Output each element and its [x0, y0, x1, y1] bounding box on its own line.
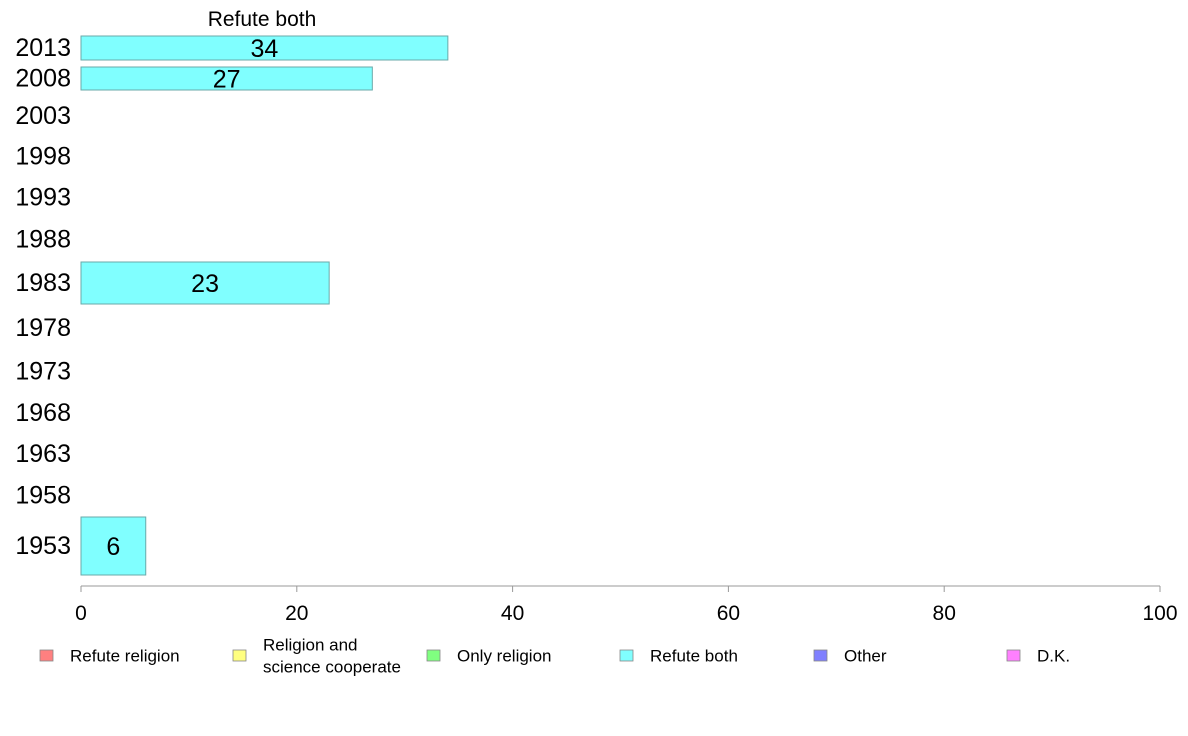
legend-label: Refute religion	[70, 647, 180, 666]
legend-swatch	[232, 649, 247, 662]
x-tick-label: 60	[717, 602, 740, 625]
y-tick-label: 1963	[15, 440, 71, 468]
legend-item: Refute both	[619, 647, 738, 666]
y-tick-label: 1998	[15, 143, 71, 171]
legend-label: D.K.	[1037, 647, 1070, 666]
y-tick-label: 1968	[15, 399, 71, 427]
legend-item: Only religion	[426, 647, 552, 666]
legend-item: D.K.	[1006, 647, 1070, 666]
bar	[80, 35, 449, 61]
bar-value-label: 34	[251, 35, 279, 63]
legend-label: Religion and	[263, 636, 358, 655]
x-tick-label: 40	[501, 602, 524, 625]
legend-item: Religion and science cooperate	[232, 636, 401, 677]
y-tick-label: 1958	[15, 482, 71, 510]
x-tick-label: 80	[933, 602, 956, 625]
y-tick-label: 1983	[15, 269, 71, 297]
legend-label: Other	[844, 647, 887, 666]
x-tick-label: 100	[1142, 602, 1177, 625]
bar-value-label: 27	[213, 66, 241, 94]
y-tick-label: 2013	[15, 34, 71, 62]
legend-swatch	[39, 649, 54, 662]
legend-swatch	[426, 649, 441, 662]
legend-swatch	[619, 649, 634, 662]
legend: Refute religion Religion and science coope…	[39, 636, 1070, 677]
bar-rows: 2013 34 2008 27 2003 1998 1993 1988 1983 23 1978 19…	[15, 34, 449, 576]
y-tick-label: 2003	[15, 102, 71, 130]
y-tick-label: 2008	[15, 65, 71, 93]
legend-label: Only religion	[457, 647, 552, 666]
x-tick-label: 20	[285, 602, 308, 625]
y-tick-label: 1988	[15, 226, 71, 254]
chart-title: Refute both	[208, 8, 317, 31]
y-tick-label: 1978	[15, 314, 71, 342]
legend-swatch	[1006, 649, 1021, 662]
x-axis: 0 20 40 60 80 100	[75, 585, 1178, 625]
bar	[80, 66, 373, 91]
y-tick-label: 1993	[15, 184, 71, 212]
bar	[80, 516, 147, 576]
y-tick-label: 1973	[15, 358, 71, 386]
legend-item: Other	[813, 647, 887, 666]
x-tick-label: 0	[75, 602, 87, 625]
y-tick-label: 1953	[15, 532, 71, 560]
bar-value-label: 6	[106, 533, 120, 561]
bar-value-label: 23	[191, 270, 219, 298]
legend-item: Refute religion	[39, 647, 180, 666]
legend-swatch	[813, 649, 828, 662]
legend-label: Refute both	[650, 647, 738, 666]
legend-label: science cooperate	[263, 658, 401, 677]
bar	[80, 261, 330, 305]
